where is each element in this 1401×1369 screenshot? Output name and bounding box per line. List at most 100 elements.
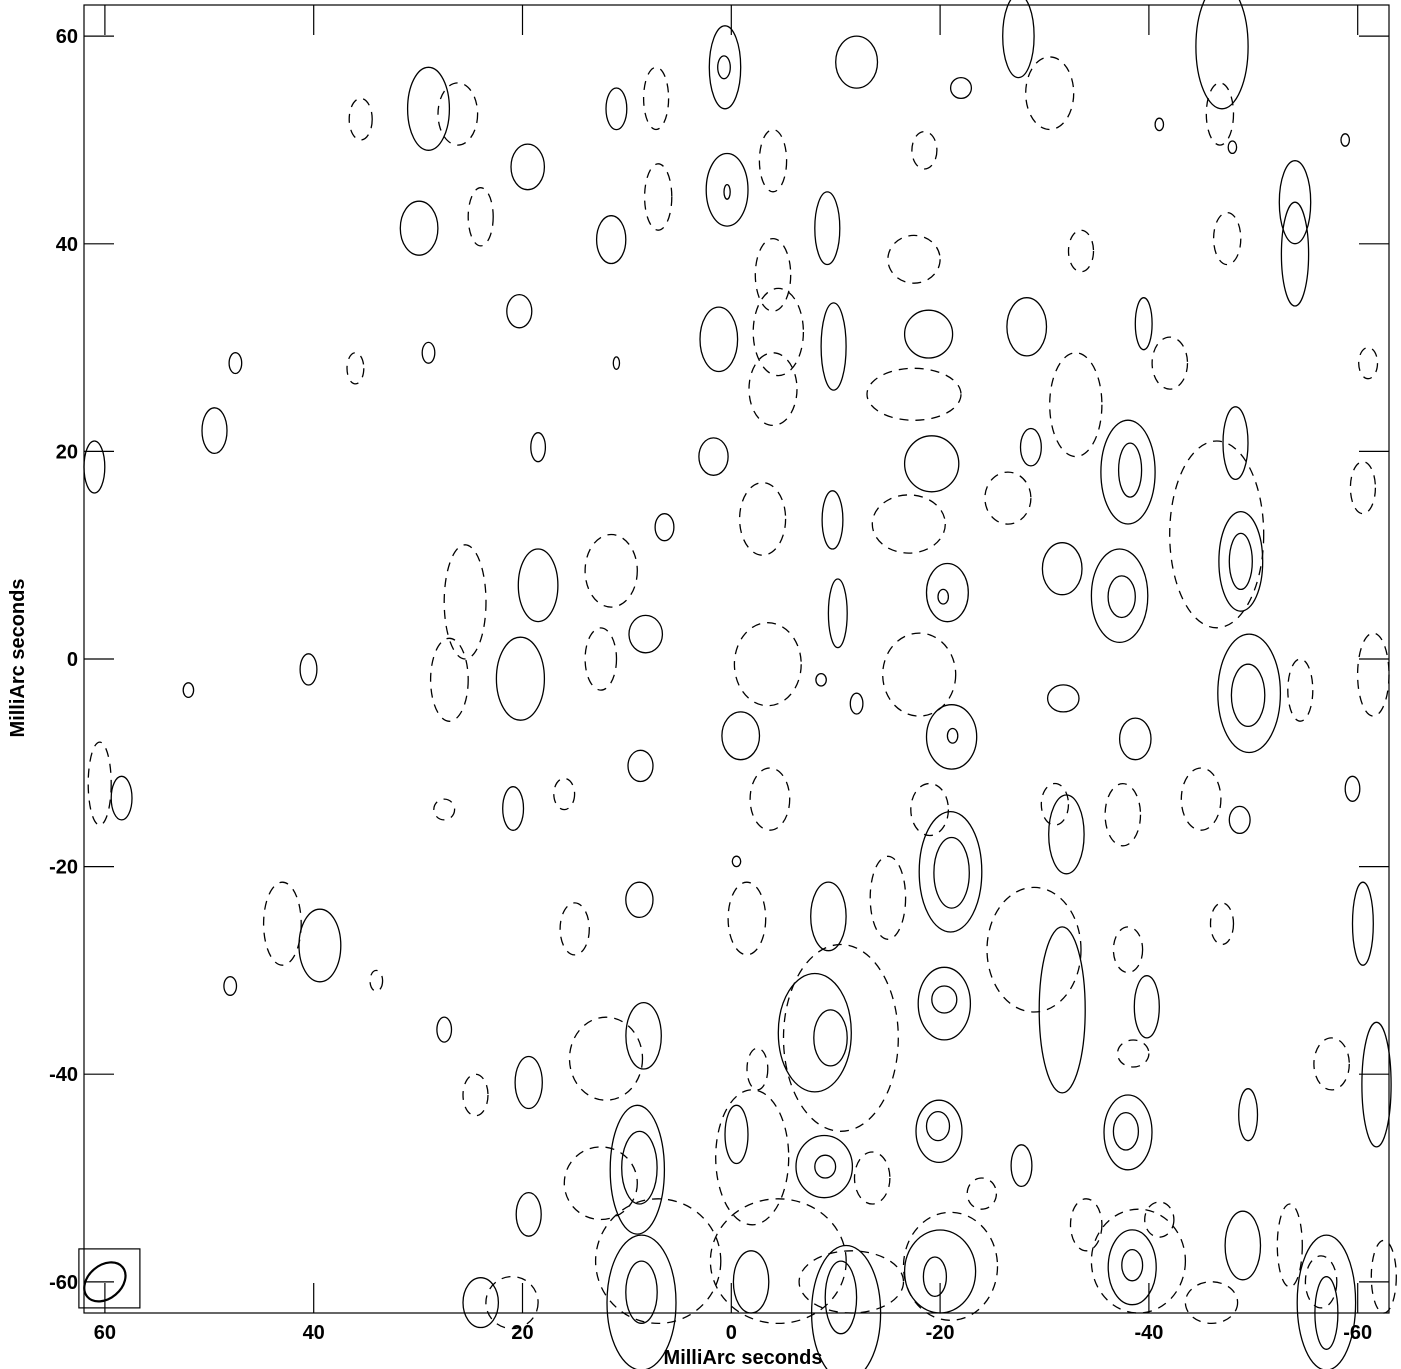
contour-negative (346, 352, 365, 385)
x-tick-label: 20 (511, 1322, 533, 1344)
contour-positive (223, 976, 238, 996)
contour-negative (1069, 1198, 1103, 1252)
x-tick-label: 0 (726, 1322, 737, 1344)
contour-positive (1222, 406, 1249, 481)
contour-positive (628, 614, 664, 654)
x-tick-label: -60 (1343, 1322, 1372, 1344)
contour-positive (835, 35, 879, 89)
contour-positive (182, 682, 195, 699)
y-tick-labels: 60 40 20 0 -20 -40 -60 (49, 26, 78, 1294)
contour-positive (530, 432, 547, 463)
y-tick-label: 20 (56, 441, 78, 463)
contour-negative (262, 881, 302, 966)
contour-negative (782, 943, 899, 1132)
contour-negative (1356, 632, 1390, 717)
contour-positive (903, 309, 954, 359)
contour-negative (1184, 1281, 1239, 1325)
contour-positive (777, 972, 852, 1093)
contour-negative (462, 1073, 489, 1117)
contour-positive (595, 215, 627, 265)
contour-negative (485, 1275, 539, 1330)
contour-negative (594, 1198, 722, 1325)
contour-positive (849, 692, 864, 715)
contour-negative (1212, 211, 1242, 266)
contour-positive (1296, 1234, 1357, 1369)
contour-positive (903, 435, 960, 493)
contour-negative (727, 881, 767, 956)
contour-negative (1151, 336, 1189, 390)
contour-negative (1112, 926, 1144, 974)
contour-negative (568, 1016, 644, 1101)
contour-positive (621, 1130, 658, 1205)
contour-negative (866, 367, 962, 421)
contour-positive (1134, 297, 1153, 351)
contour-positive (298, 908, 342, 983)
contour-negative (1116, 1039, 1150, 1068)
x-tick-label: -20 (926, 1322, 955, 1344)
contour-positive (946, 727, 959, 744)
contour-negative (1358, 346, 1379, 380)
contour-positive (1227, 140, 1238, 155)
contour-positive (915, 1099, 963, 1164)
contour-positive (515, 1191, 542, 1237)
contour-positive (83, 440, 106, 494)
contour-positive (824, 1260, 858, 1335)
contour-positive (814, 191, 841, 266)
contour-positive (723, 183, 731, 200)
contour-positive (1218, 510, 1264, 612)
contour-negative (758, 128, 788, 193)
contour-positive (1280, 201, 1310, 307)
contour-positive (1340, 133, 1351, 147)
contour-positive (814, 1154, 837, 1179)
contour-positive (625, 1260, 658, 1324)
x-tick-labels: 60 40 20 0 -20 -40 -60 (94, 1322, 1372, 1344)
contour-positive (1195, 0, 1249, 110)
contour-positive (721, 711, 761, 761)
contour-positive (1278, 160, 1312, 245)
x-axis-title: MilliArc seconds (664, 1347, 823, 1369)
contour-positive (708, 25, 742, 110)
contour-positive (625, 1001, 662, 1070)
contour-positive (810, 881, 847, 952)
contour-positive (510, 143, 546, 191)
contour-negative (902, 1211, 999, 1321)
contour-positive (110, 775, 133, 821)
contour-positive (1133, 975, 1160, 1039)
contour-positive (724, 1104, 749, 1165)
contour-negative (1067, 229, 1095, 273)
contour-negative (709, 1198, 847, 1325)
contour-positive (605, 87, 628, 131)
contour-positive (918, 810, 983, 933)
contour-negative (433, 798, 456, 821)
contour-negative (642, 66, 670, 131)
contour-positive (1010, 1144, 1033, 1188)
contour-negative (559, 902, 590, 956)
contour-positive (731, 855, 742, 868)
contour-positive (815, 672, 827, 687)
contour-negative (584, 627, 618, 691)
contour-negative (911, 130, 938, 170)
contour-positive (609, 1104, 666, 1235)
contour-positive (1154, 117, 1165, 132)
contour-negative (869, 855, 907, 940)
beam-ellipse (83, 1261, 127, 1303)
contour-positive (1046, 684, 1080, 713)
contour-positive (820, 302, 847, 391)
contour-positive (228, 352, 243, 375)
contour-positive (827, 578, 848, 649)
contour-negative (966, 1177, 998, 1210)
contour-negative (986, 886, 1082, 1013)
contour-positive (606, 1234, 677, 1369)
contour-negative (746, 1047, 769, 1091)
contour-positive (1217, 633, 1282, 754)
contour-positive (717, 55, 731, 80)
y-axis-title: MilliArc seconds (7, 579, 29, 738)
contour-negative (910, 782, 950, 837)
contour-positive (1112, 1111, 1140, 1151)
contour-positive (925, 704, 978, 770)
contour-positive (517, 548, 559, 623)
contour-negative (984, 471, 1032, 525)
x-tick-label: 40 (303, 1322, 325, 1344)
contour-negative (1205, 82, 1235, 146)
